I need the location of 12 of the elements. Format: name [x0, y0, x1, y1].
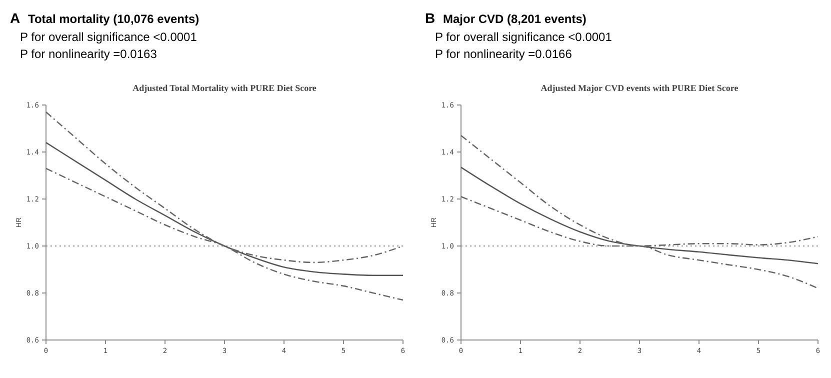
text: P for overall significance <0.0001	[435, 30, 612, 44]
chart-title: Adjusted Major CVD events with PURE Diet Score	[540, 83, 738, 93]
line-series	[460, 166, 819, 264]
text: P for overall significance <0.0001	[20, 30, 198, 44]
chart-title: Adjusted Total Mortality with PURE Diet Score	[132, 83, 316, 93]
text: Total mortality (10,076 events)	[28, 12, 200, 26]
text: A	[10, 10, 20, 26]
text: B	[425, 10, 436, 26]
text: P for nonlinearity =0.0163	[20, 47, 158, 61]
text: P for nonlinearity =0.0166	[435, 47, 572, 61]
text: Major CVD (8,201 events)	[443, 12, 586, 26]
line-series	[45, 142, 404, 276]
